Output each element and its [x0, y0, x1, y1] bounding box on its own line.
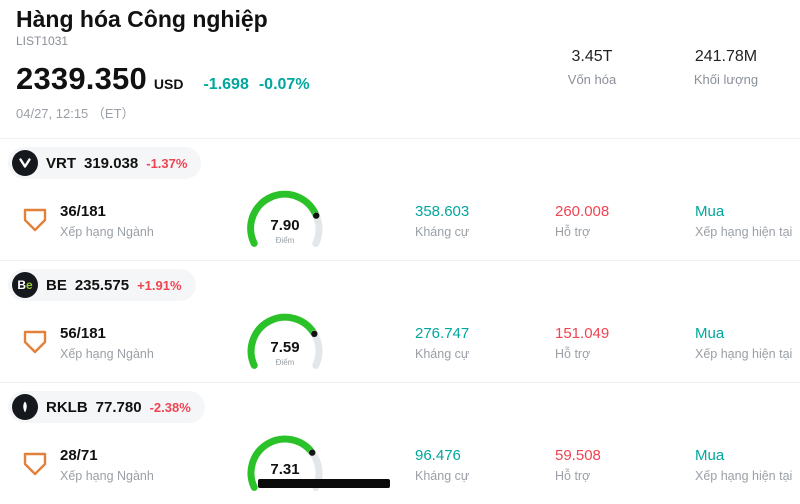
ticker-symbol: RKLB: [46, 398, 88, 416]
industry-rank-label: Xếp hạng Ngành: [60, 469, 154, 484]
rating-label: Xếp hạng hiện tại: [695, 347, 793, 362]
support-label: Hỗ trợ: [555, 225, 591, 240]
industry-rank-value: 56/181: [60, 325, 106, 343]
stock-detail-row: 56/181 Xếp hạng Ngành 7.59 Điểm 276.747 …: [0, 301, 800, 375]
industry-rank-cell: 56/181 Xếp hạng Ngành: [20, 325, 215, 361]
industry-rank-value: 28/71: [60, 447, 98, 465]
ticker-change: -2.38%: [149, 399, 191, 415]
resistance-label: Kháng cự: [415, 225, 470, 240]
header-stats: 3.45T Vốn hóa 241.78M Khối lượng: [532, 48, 800, 87]
ticker-change: -1.37%: [146, 155, 188, 171]
change-percent: -0.07%: [258, 76, 310, 94]
index-change: -1.698 -0.07%: [203, 76, 309, 94]
industry-rank-value: 36/181: [60, 203, 106, 221]
stat-market-cap: 3.45T Vốn hóa: [532, 48, 666, 87]
ticker-price: 319.038: [84, 154, 139, 172]
stock-detail-row: 28/71 Xếp hạng Ngành 7.31 Điểm 96.476 Kh…: [0, 423, 800, 497]
resistance-cell: 96.476 Kháng cự: [395, 447, 535, 483]
score-label: Điểm: [275, 358, 295, 368]
ticker-price: 77.780: [95, 398, 142, 416]
index-price: 2339.350: [16, 61, 147, 97]
resistance-label: Kháng cự: [415, 469, 470, 484]
score-gauge: 7.90 Điểm: [237, 189, 333, 253]
rating-value: Mua: [695, 447, 725, 465]
rating-value: Mua: [695, 203, 725, 221]
pentagon-rank-icon: [20, 204, 50, 239]
support-cell: 151.049 Hỗ trợ: [535, 325, 675, 361]
rklb-logo-icon: [12, 394, 38, 421]
resistance-label: Kháng cự: [415, 347, 470, 362]
resistance-cell: 358.603 Kháng cự: [395, 203, 535, 239]
score-value: 7.31: [270, 461, 300, 479]
score-value: 7.90: [270, 217, 300, 235]
list-code: LIST1031: [16, 34, 69, 49]
ticker-symbol: BE: [46, 276, 67, 294]
stock-section-rklb: RKLB 77.780 -2.38% 28/71 Xếp hạng Ngành …: [0, 382, 800, 504]
rating-label: Xếp hạng hiện tại: [695, 225, 793, 240]
score-label: Điểm: [275, 236, 295, 246]
ticker-symbol: VRT: [46, 154, 76, 172]
stock-detail-row: 36/181 Xếp hạng Ngành 7.90 Điểm 358.603 …: [0, 179, 800, 253]
score-gauge: 7.31 Điểm: [237, 433, 333, 497]
pentagon-rank-icon: [20, 326, 50, 361]
price-row: 2339.350 USD -1.698 -0.07%: [16, 61, 784, 97]
industry-rank-label: Xếp hạng Ngành: [60, 347, 154, 362]
stock-item-rklb[interactable]: RKLB 77.780 -2.38%: [8, 391, 205, 424]
support-value: 59.508: [555, 447, 601, 465]
header: Hàng hóa Công nghiệp LIST1031 2339.350 U…: [0, 0, 800, 122]
resistance-value: 96.476: [415, 447, 461, 465]
change-value: -1.698: [203, 76, 249, 94]
rating-cell: Mua Xếp hạng hiện tại: [675, 203, 800, 239]
volume-label: Khối lượng: [693, 72, 759, 87]
support-label: Hỗ trợ: [555, 347, 591, 362]
pentagon-rank-icon: [20, 448, 50, 483]
stat-volume: 241.78M Khối lượng: [666, 48, 800, 87]
stock-item-vrt[interactable]: VRT 319.038 -1.37%: [8, 147, 202, 180]
page-title: Hàng hóa Công nghiệp: [16, 6, 268, 32]
quote-timestamp: 04/27, 12:15 （ET）: [16, 106, 135, 122]
industry-rank-label: Xếp hạng Ngành: [60, 225, 154, 240]
support-value: 151.049: [555, 325, 610, 343]
ticker-change: +1.91%: [137, 277, 182, 293]
market-cap-label: Vốn hóa: [567, 72, 617, 87]
support-cell: 59.508 Hỗ trợ: [535, 447, 675, 483]
rating-cell: Mua Xếp hạng hiện tại: [675, 447, 800, 483]
score-value: 7.59: [270, 339, 300, 357]
score-gauge: 7.59 Điểm: [237, 311, 333, 375]
home-indicator: [258, 479, 390, 488]
rating-value: Mua: [695, 325, 725, 343]
industry-rank-cell: 28/71 Xếp hạng Ngành: [20, 447, 215, 483]
volume-value: 241.78M: [694, 48, 758, 65]
resistance-value: 358.603: [415, 203, 470, 221]
vrt-logo-icon: [12, 150, 38, 177]
ticker-price: 235.575: [74, 276, 130, 294]
stock-section-vrt: VRT 319.038 -1.37% 36/181 Xếp hạng Ngành…: [0, 138, 800, 260]
rating-label: Xếp hạng hiện tại: [695, 469, 793, 484]
market-cap-value: 3.45T: [571, 48, 613, 65]
industry-rank-cell: 36/181 Xếp hạng Ngành: [20, 203, 215, 239]
support-label: Hỗ trợ: [555, 469, 591, 484]
currency-label: USD: [153, 76, 184, 93]
resistance-value: 276.747: [415, 325, 470, 343]
resistance-cell: 276.747 Kháng cự: [395, 325, 535, 361]
support-cell: 260.008 Hỗ trợ: [535, 203, 675, 239]
support-value: 260.008: [555, 203, 610, 221]
rating-cell: Mua Xếp hạng hiện tại: [675, 325, 800, 361]
